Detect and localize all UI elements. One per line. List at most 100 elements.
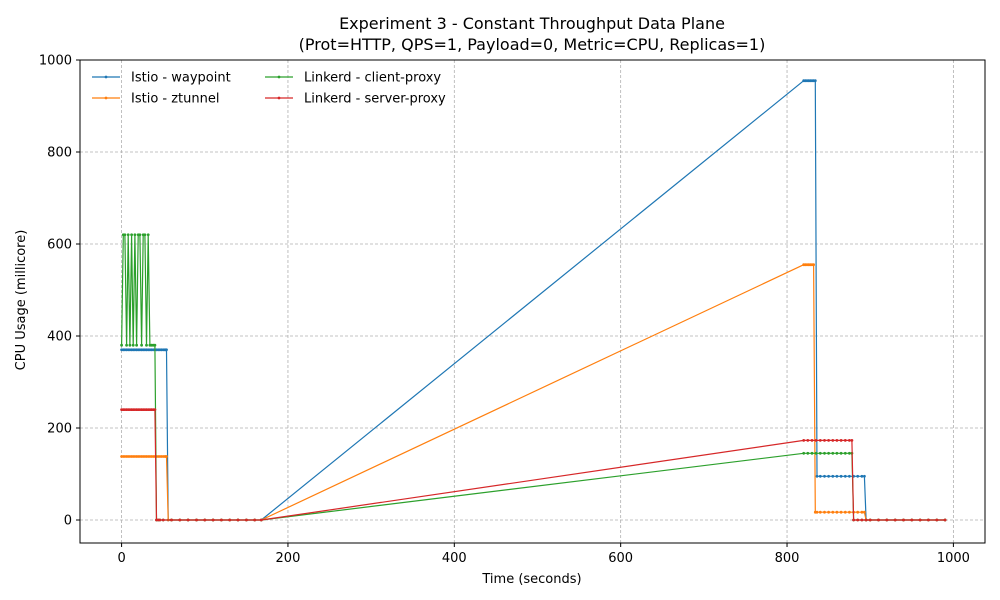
data-point [203, 518, 207, 522]
data-point [831, 439, 835, 442]
data-point [860, 518, 864, 522]
data-point [885, 518, 889, 522]
data-point [165, 348, 168, 352]
x-tick-label: 800 [775, 551, 800, 566]
data-point [143, 233, 147, 237]
series-line [121, 264, 946, 521]
data-point [893, 518, 897, 522]
data-point [835, 451, 839, 455]
series-layer [120, 79, 947, 522]
data-point [823, 451, 826, 455]
data-point [850, 439, 854, 442]
data-point [228, 518, 232, 522]
data-point [158, 518, 162, 522]
data-point [839, 474, 843, 478]
series-line [121, 234, 946, 521]
data-point [848, 451, 851, 455]
data-point [863, 510, 866, 514]
series-line [121, 80, 946, 521]
data-point [848, 439, 851, 442]
data-point [831, 451, 835, 455]
legend-label: Linkerd - client-proxy [304, 71, 441, 86]
data-point [253, 518, 257, 522]
data-point [835, 474, 839, 478]
data-point [818, 451, 822, 455]
series-istio-waypoint [120, 79, 947, 522]
data-point [814, 439, 818, 442]
data-point [852, 518, 855, 522]
data-point [827, 451, 830, 455]
x-tick-label: 1000 [937, 551, 970, 566]
legend-marker [277, 96, 281, 100]
data-point [863, 474, 866, 478]
x-axis: 0 200 400 600 800 1000 [117, 543, 970, 566]
y-tick-label: 0 [64, 514, 72, 529]
data-point [843, 474, 847, 478]
data-point [856, 510, 860, 514]
data-point [153, 343, 157, 347]
legend-marker [104, 75, 108, 79]
data-point [815, 510, 819, 514]
data-point [827, 510, 830, 514]
data-point [848, 474, 851, 478]
data-point [843, 451, 847, 455]
series-linkerd-client-proxy [120, 233, 947, 522]
data-point [812, 263, 815, 267]
data-point [823, 474, 826, 478]
data-point [823, 510, 826, 514]
y-axis: 0 200 400 600 800 1000 [39, 54, 80, 529]
chart-title: Experiment 3 - Constant Throughput Data … [339, 14, 725, 33]
data-point [245, 518, 248, 522]
x-tick-label: 0 [117, 551, 125, 566]
x-tick-label: 600 [608, 551, 633, 566]
data-point [927, 518, 930, 522]
data-point [123, 233, 127, 237]
data-point [813, 79, 817, 83]
data-point [133, 233, 137, 237]
legend-marker [277, 75, 281, 79]
data-point [161, 518, 165, 522]
data-point [153, 408, 157, 411]
series-istio-ztunnel [120, 263, 947, 522]
data-point [802, 439, 806, 442]
x-tick-label: 200 [276, 551, 301, 566]
data-point [839, 451, 843, 455]
data-point [170, 518, 173, 522]
legend-item: Linkerd - client-proxy [265, 71, 441, 86]
data-point [860, 474, 864, 478]
data-point [236, 518, 240, 522]
data-point [831, 510, 835, 514]
x-axis-label: Time (seconds) [481, 572, 581, 587]
x-tick-label: 400 [442, 551, 467, 566]
data-point [860, 510, 864, 514]
y-tick-label: 1000 [39, 54, 72, 69]
data-point [818, 474, 822, 478]
data-point [827, 474, 830, 478]
data-point [918, 518, 922, 522]
data-point [815, 474, 819, 478]
data-point [910, 518, 914, 522]
data-point [128, 343, 132, 347]
legend-label: Linkerd - server-proxy [304, 92, 446, 107]
data-point [839, 439, 843, 442]
data-point [831, 474, 835, 478]
data-point [211, 518, 215, 522]
y-tick-label: 400 [47, 330, 72, 345]
data-point [802, 451, 806, 455]
data-point [814, 451, 818, 455]
data-point [810, 439, 814, 442]
data-point [806, 439, 810, 442]
data-point [827, 439, 830, 442]
chart-subtitle: (Prot=HTTP, QPS=1, Payload=0, Metric=CPU… [299, 35, 766, 54]
data-point [131, 343, 135, 347]
data-point [818, 510, 822, 514]
data-point [856, 474, 860, 478]
data-point [120, 343, 123, 347]
data-point [145, 343, 148, 347]
data-point [868, 518, 872, 522]
legend-item: Istio - waypoint [92, 71, 231, 86]
grid-lines [80, 59, 985, 543]
data-point [835, 510, 839, 514]
data-point [856, 518, 860, 522]
